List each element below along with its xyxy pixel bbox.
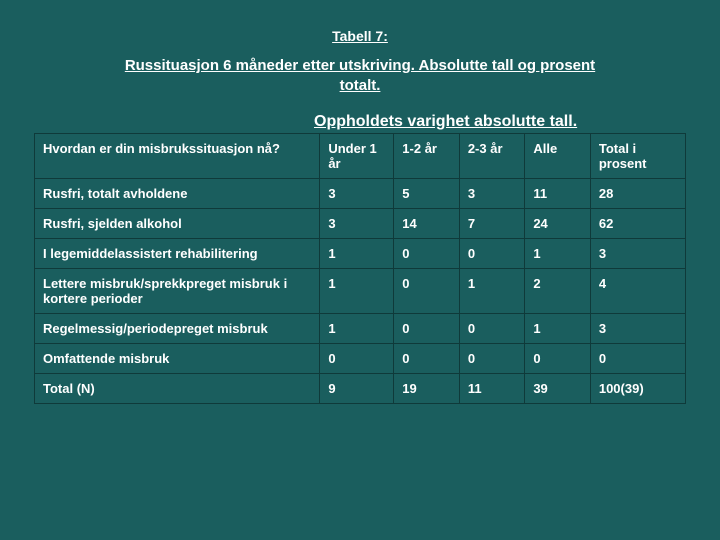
row-label: Lettere misbruk/sprekkpreget misbruk i k… <box>35 268 320 313</box>
cell: 14 <box>394 208 460 238</box>
cell: 0 <box>320 343 394 373</box>
table-label: Tabell 7: <box>332 28 388 44</box>
cell: 100(39) <box>590 373 685 403</box>
table-row: Lettere misbruk/sprekkpreget misbruk i k… <box>35 268 686 313</box>
table-row: Omfattende misbruk 0 0 0 0 0 <box>35 343 686 373</box>
cell: 3 <box>590 313 685 343</box>
col-header: 2-3 år <box>459 133 525 178</box>
col-header: 1-2 år <box>394 133 460 178</box>
cell: 3 <box>320 178 394 208</box>
cell: 1 <box>525 238 591 268</box>
cell: 7 <box>459 208 525 238</box>
cell: 3 <box>459 178 525 208</box>
cell: 9 <box>320 373 394 403</box>
cell: 0 <box>590 343 685 373</box>
cell: 11 <box>525 178 591 208</box>
cell: 28 <box>590 178 685 208</box>
cell: 39 <box>525 373 591 403</box>
cell: 1 <box>525 313 591 343</box>
cell: 1 <box>459 268 525 313</box>
table-header-row: Hvordan er din misbrukssituasjon nå? Und… <box>35 133 686 178</box>
cell: 0 <box>459 238 525 268</box>
table-row: Rusfri, sjelden alkohol 3 14 7 24 62 <box>35 208 686 238</box>
table-title: Russituasjon 6 måneder etter utskriving.… <box>34 56 686 97</box>
cell: 0 <box>394 268 460 313</box>
cell: 0 <box>459 343 525 373</box>
row-label: I legemiddelassistert rehabilitering <box>35 238 320 268</box>
row-label: Rusfri, sjelden alkohol <box>35 208 320 238</box>
col-header: Under 1 år <box>320 133 394 178</box>
cell: 19 <box>394 373 460 403</box>
col-header: Hvordan er din misbrukssituasjon nå? <box>35 133 320 178</box>
cell: 1 <box>320 238 394 268</box>
cell: 24 <box>525 208 591 238</box>
cell: 2 <box>525 268 591 313</box>
table-row: Rusfri, totalt avholdene 3 5 3 11 28 <box>35 178 686 208</box>
table-row: Regelmessig/periodepreget misbruk 1 0 0 … <box>35 313 686 343</box>
title-line-1: Russituasjon 6 måneder etter utskriving.… <box>125 57 595 74</box>
cell: 0 <box>394 343 460 373</box>
table-row: Total (N) 9 19 11 39 100(39) <box>35 373 686 403</box>
title-block: Tabell 7: Russituasjon 6 måneder etter u… <box>34 28 686 97</box>
cell: 4 <box>590 268 685 313</box>
cell: 5 <box>394 178 460 208</box>
cell: 0 <box>525 343 591 373</box>
col-header: Total i prosent <box>590 133 685 178</box>
cell: 0 <box>459 313 525 343</box>
table-row: I legemiddelassistert rehabilitering 1 0… <box>35 238 686 268</box>
cell: 3 <box>590 238 685 268</box>
row-label: Rusfri, totalt avholdene <box>35 178 320 208</box>
col-header: Alle <box>525 133 591 178</box>
cell: 0 <box>394 313 460 343</box>
row-label: Regelmessig/periodepreget misbruk <box>35 313 320 343</box>
row-label: Total (N) <box>35 373 320 403</box>
table-super-header: Oppholdets varighet absolutte tall. <box>314 113 686 131</box>
cell: 3 <box>320 208 394 238</box>
cell: 62 <box>590 208 685 238</box>
data-table: Hvordan er din misbrukssituasjon nå? Und… <box>34 133 686 404</box>
cell: 0 <box>394 238 460 268</box>
title-line-2: totalt. <box>340 77 381 94</box>
cell: 1 <box>320 313 394 343</box>
cell: 1 <box>320 268 394 313</box>
cell: 11 <box>459 373 525 403</box>
row-label: Omfattende misbruk <box>35 343 320 373</box>
